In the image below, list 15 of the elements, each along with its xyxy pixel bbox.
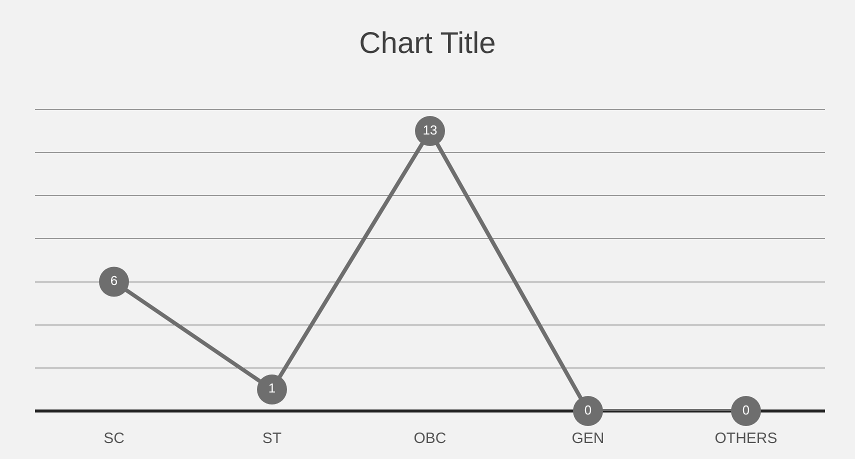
chart-title: Chart Title bbox=[359, 27, 496, 60]
x-tick-label: SC bbox=[104, 430, 125, 447]
data-label: 13 bbox=[422, 122, 438, 138]
x-tick-label: GEN bbox=[572, 430, 604, 447]
data-label: 0 bbox=[584, 402, 592, 418]
x-tick-label: OTHERS bbox=[714, 430, 778, 447]
data-label: 6 bbox=[110, 273, 118, 288]
point bbox=[99, 266, 129, 297]
data-label: 1 bbox=[268, 380, 276, 396]
point bbox=[573, 396, 603, 426]
x-tick-label: OBC bbox=[414, 430, 446, 447]
point bbox=[731, 396, 761, 426]
x-tick-label: ST bbox=[262, 430, 282, 447]
data-label: 0 bbox=[742, 402, 750, 418]
point bbox=[257, 374, 287, 404]
